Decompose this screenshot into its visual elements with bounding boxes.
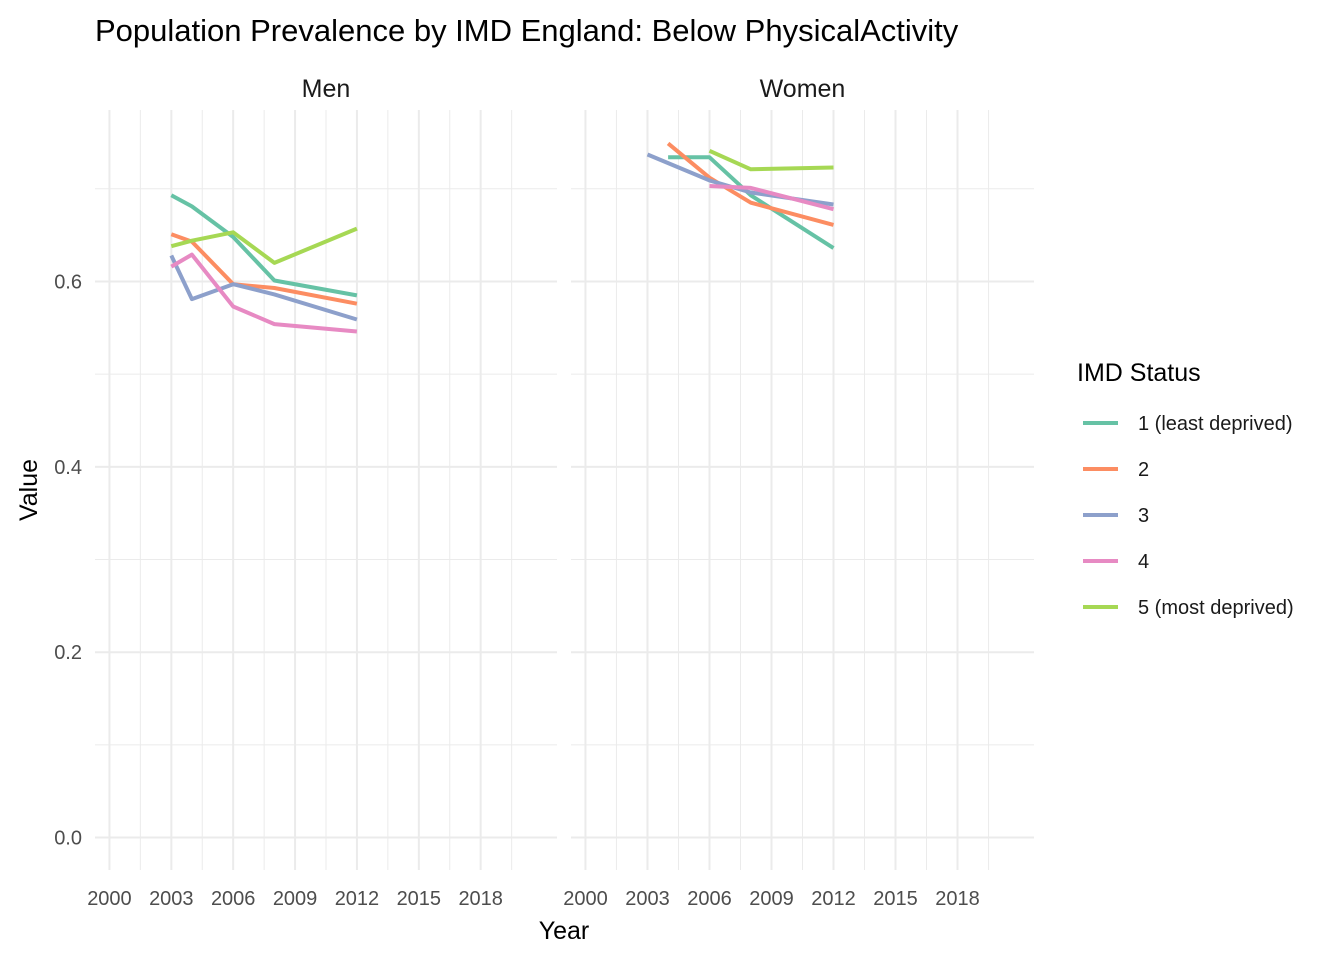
legend-item: 2 (1083, 459, 1149, 481)
y-tick-label: 0.4 (54, 457, 82, 479)
facet-panels: Men 2000 2003 2006 2009 2012 2015 2018 0.0 0.2 0.4… (54, 75, 1034, 910)
y-tick-label: 0.6 (54, 271, 82, 293)
legend-item: 5 (most deprived) (1083, 597, 1294, 619)
legend-label: 5 (most deprived) (1138, 597, 1294, 619)
x-axis-title: Year (539, 917, 590, 945)
x-tick-label: 2000 (563, 888, 608, 910)
legend-label: 4 (1138, 551, 1149, 573)
x-tick-label: 2006 (687, 888, 732, 910)
series-line-4 (709, 184, 834, 212)
series-line-1 (668, 155, 835, 250)
x-tick-label: 2015 (873, 888, 918, 910)
legend-label: 3 (1138, 505, 1149, 527)
x-tick-label: 2003 (149, 888, 194, 910)
x-tick-label: 2009 (273, 888, 318, 910)
legend-item: 4 (1083, 551, 1149, 573)
series-line-3 (169, 254, 358, 322)
legend-item: 1 (least deprived) (1083, 413, 1293, 435)
y-tick-label: 0.0 (54, 828, 82, 850)
x-tick-label: 2000 (87, 888, 132, 910)
legend-label: 1 (least deprived) (1138, 413, 1293, 435)
series-line-2 (666, 141, 835, 227)
x-tick-label: 2012 (335, 888, 380, 910)
legend-items: 1 (least deprived) 2 3 4 5 (most deprived) (1083, 413, 1294, 619)
series-line-5 (708, 148, 834, 172)
chart-title: Population Prevalence by IMD England: Be… (95, 13, 959, 48)
facet-panel-men: Men 2000 2003 2006 2009 2012 2015 2018 0.0 0.2 0.4… (54, 75, 557, 910)
series-line-4 (170, 252, 358, 334)
x-tick-label: 2015 (397, 888, 442, 910)
series-line-5 (170, 226, 358, 265)
facet-label: Women (760, 75, 846, 103)
y-axis-title: Value (15, 459, 43, 521)
series-line-1 (170, 193, 358, 298)
x-tick-label: 2009 (749, 888, 794, 910)
legend-item: 3 (1083, 505, 1149, 527)
y-tick-label: 0.2 (54, 642, 82, 664)
legend-label: 2 (1138, 459, 1149, 481)
x-tick-label: 2003 (625, 888, 670, 910)
facet-label: Men (302, 75, 351, 103)
legend: IMD Status 1 (least deprived) 2 3 4 5 (most … (1077, 359, 1294, 619)
x-tick-label: 2006 (211, 888, 256, 910)
x-tick-label: 2018 (935, 888, 980, 910)
x-tick-label: 2012 (811, 888, 856, 910)
legend-title: IMD Status (1077, 359, 1201, 387)
x-tick-label: 2018 (458, 888, 503, 910)
facet-panel-women: Women 2000 2003 2006 2009 2012 2015 2018 (563, 75, 1034, 910)
